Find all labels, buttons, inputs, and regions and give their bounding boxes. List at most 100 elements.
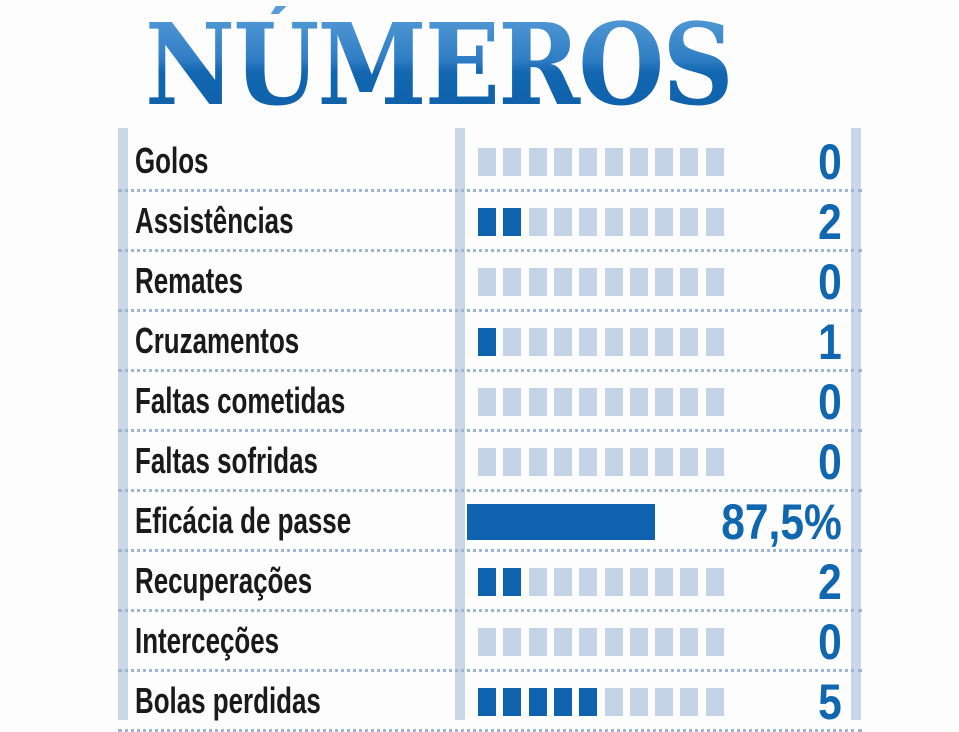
empty-square	[579, 628, 598, 656]
stat-value: 0	[818, 614, 842, 670]
filled-square	[579, 688, 598, 716]
empty-square	[629, 628, 648, 656]
empty-square	[655, 388, 674, 416]
empty-square	[478, 388, 496, 416]
empty-square	[655, 628, 674, 656]
empty-square	[655, 328, 674, 356]
empty-square	[579, 388, 598, 416]
empty-square	[579, 328, 598, 356]
empty-square	[680, 568, 699, 596]
table-column-divider	[455, 128, 465, 720]
empty-square	[503, 628, 522, 656]
stat-value: 0	[818, 254, 842, 310]
table-row: Recuperações 2	[118, 552, 862, 612]
stat-label: Faltas sofridas	[135, 440, 318, 481]
empty-square	[604, 448, 623, 476]
empty-square	[553, 568, 572, 596]
filled-square	[503, 208, 522, 236]
empty-square	[705, 388, 724, 416]
table-row: Cruzamentos 1	[118, 312, 862, 372]
table-row: Assistências 2	[118, 192, 862, 252]
empty-square	[604, 628, 623, 656]
empty-square	[579, 568, 598, 596]
empty-square	[579, 268, 598, 296]
stat-label: Cruzamentos	[135, 320, 300, 361]
empty-square	[705, 628, 724, 656]
empty-square	[655, 688, 674, 716]
empty-square	[629, 568, 648, 596]
filled-square	[503, 568, 522, 596]
empty-square	[528, 388, 547, 416]
empty-square	[655, 208, 674, 236]
filled-square	[503, 688, 522, 716]
stat-label: Bolas perdidas	[135, 680, 321, 721]
table-row: Golos 0	[118, 132, 862, 192]
filled-square	[478, 688, 496, 716]
empty-square	[528, 148, 547, 176]
empty-square	[705, 268, 724, 296]
stat-label: Faltas cometidas	[135, 380, 346, 421]
empty-square	[680, 208, 699, 236]
empty-square	[478, 448, 496, 476]
empty-square	[579, 148, 598, 176]
empty-square	[604, 568, 623, 596]
stat-value: 2	[818, 554, 842, 610]
empty-square	[478, 268, 496, 296]
table-left-border	[118, 128, 128, 720]
empty-square	[655, 268, 674, 296]
stat-value: 87,5%	[721, 494, 842, 550]
filled-square	[478, 208, 496, 236]
empty-square	[503, 448, 522, 476]
empty-square	[528, 208, 547, 236]
stat-value: 5	[818, 674, 842, 730]
empty-square	[553, 148, 572, 176]
empty-square	[680, 448, 699, 476]
stat-label: Eficácia de passe	[135, 500, 352, 541]
empty-square	[553, 208, 572, 236]
empty-square	[528, 628, 547, 656]
empty-square	[629, 148, 648, 176]
empty-square	[604, 208, 623, 236]
stat-value: 0	[818, 434, 842, 490]
table-row: Faltas cometidas 0	[118, 372, 862, 432]
empty-square	[680, 148, 699, 176]
empty-square	[604, 268, 623, 296]
empty-square	[629, 448, 648, 476]
table-row: Interceções 0	[118, 612, 862, 672]
empty-square	[655, 568, 674, 596]
empty-square	[528, 328, 547, 356]
empty-square	[579, 448, 598, 476]
empty-square	[655, 448, 674, 476]
empty-square	[705, 688, 724, 716]
empty-square	[503, 388, 522, 416]
empty-square	[553, 388, 572, 416]
empty-square	[604, 688, 623, 716]
empty-square	[503, 328, 522, 356]
stat-label: Assistências	[135, 200, 294, 241]
empty-square	[680, 388, 699, 416]
stat-value: 0	[818, 134, 842, 190]
filled-square	[528, 688, 547, 716]
stat-label: Interceções	[135, 620, 280, 661]
stat-value: 1	[818, 314, 842, 370]
empty-square	[528, 568, 547, 596]
filled-square	[478, 328, 496, 356]
page-title: NÚMEROS	[145, 0, 734, 131]
empty-square	[528, 268, 547, 296]
table-row: Faltas sofridas 0	[118, 432, 862, 492]
empty-square	[680, 328, 699, 356]
empty-square	[528, 448, 547, 476]
filled-square	[553, 688, 572, 716]
stat-value: 0	[818, 374, 842, 430]
empty-square	[705, 328, 724, 356]
stat-label: Remates	[135, 260, 244, 301]
stat-value: 2	[818, 194, 842, 250]
empty-square	[705, 448, 724, 476]
empty-square	[604, 388, 623, 416]
empty-square	[705, 208, 724, 236]
empty-square	[604, 328, 623, 356]
table-row: Remates 0	[118, 252, 862, 312]
table-row: Bolas perdidas 5	[118, 672, 862, 732]
table-row: Eficácia de passe 87,5%	[118, 492, 862, 552]
empty-square	[503, 148, 522, 176]
